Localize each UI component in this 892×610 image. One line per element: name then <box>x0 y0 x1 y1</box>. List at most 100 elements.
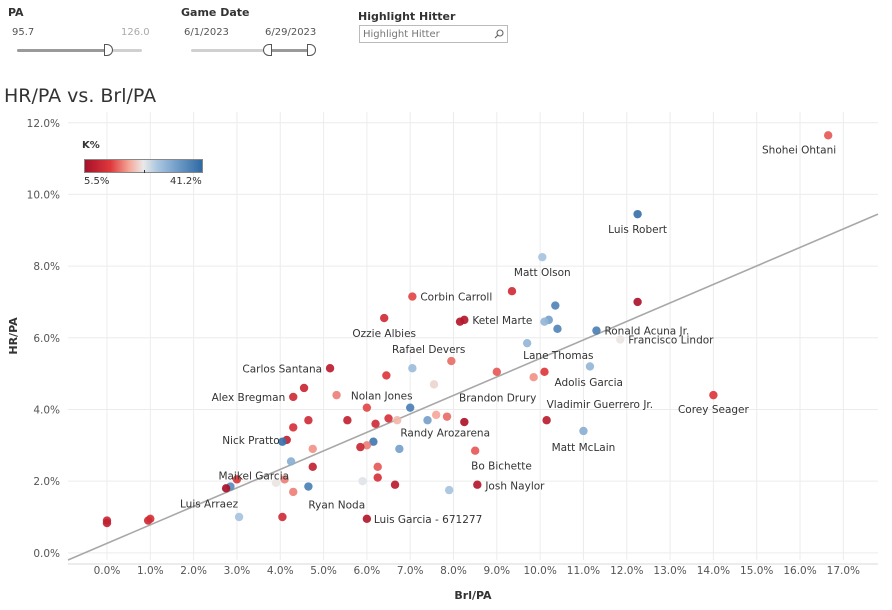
y-tick-label: 6.0% <box>33 333 60 345</box>
data-point <box>221 484 231 493</box>
legend-min-label: 5.5% <box>84 176 110 187</box>
data-point <box>507 287 517 296</box>
data-point <box>633 297 642 307</box>
point-label: Ozzie Albies <box>352 328 416 340</box>
data-point <box>278 437 287 446</box>
data-point <box>280 475 289 484</box>
point-label: Adolis Garcia <box>554 377 623 389</box>
data-point <box>373 462 382 472</box>
legend-max-label: 41.2% <box>170 176 202 187</box>
point-label: Matt McLain <box>552 442 616 454</box>
data-point <box>143 516 153 525</box>
data-point <box>529 373 538 382</box>
game-date-start-handle[interactable] <box>263 44 272 56</box>
data-point <box>289 423 298 432</box>
data-point <box>289 392 298 402</box>
x-tick-label: 11.0% <box>567 565 600 577</box>
data-point <box>362 403 372 412</box>
data-point <box>455 317 465 326</box>
data-point <box>304 416 313 425</box>
point-label: Corbin Carroll <box>420 292 492 304</box>
point-label: Ryan Noda <box>308 500 365 512</box>
data-point <box>362 514 372 523</box>
x-tick-label: 14.0% <box>697 565 730 577</box>
data-point <box>308 462 317 472</box>
x-tick-label: 6.0% <box>354 565 381 577</box>
data-point <box>492 367 502 377</box>
pa-filter-label: PA <box>8 6 24 19</box>
y-tick-label: 4.0% <box>33 404 60 416</box>
pa-slider-fill <box>17 49 109 52</box>
point-label: Luis Garcia - 671277 <box>374 514 482 526</box>
data-point <box>540 367 549 377</box>
x-tick-label: 8.0% <box>440 565 467 577</box>
data-point <box>553 324 562 334</box>
point-label: Nolan Jones <box>351 391 413 403</box>
data-point <box>392 416 402 425</box>
data-point <box>540 317 549 326</box>
trend-line <box>67 213 879 561</box>
data-point <box>429 380 439 389</box>
point-label: Corey Seager <box>678 404 750 416</box>
data-point <box>395 444 404 454</box>
x-tick-label: 15.0% <box>740 565 773 577</box>
point-label: Luis Arraez <box>180 498 239 510</box>
data-point <box>356 442 365 452</box>
search-icon[interactable] <box>494 29 504 39</box>
data-point <box>522 338 532 348</box>
data-point <box>408 364 417 373</box>
point-label: Vladimir Guerrero Jr. <box>547 399 653 411</box>
data-point <box>343 416 352 425</box>
data-point <box>551 301 560 310</box>
point-label: Nick Pratto <box>222 435 280 447</box>
point-label: Lane Thomas <box>523 350 593 362</box>
data-point <box>304 482 313 491</box>
x-tick-label: 0.0% <box>94 565 121 577</box>
x-tick-label: 2.0% <box>180 565 207 577</box>
chart-title: HR/PA vs. Brl/PA <box>4 85 157 107</box>
x-tick-label: 1.0% <box>137 565 164 577</box>
legend-title: K% <box>82 140 100 151</box>
data-point <box>362 441 372 450</box>
x-tick-label: 9.0% <box>483 565 510 577</box>
k-percent-color-legend <box>84 159 203 173</box>
pa-slider-handle[interactable] <box>104 44 113 56</box>
x-tick-label: 7.0% <box>397 565 424 577</box>
game-date-filter-label: Game Date <box>181 6 250 19</box>
x-tick-label: 4.0% <box>267 565 294 577</box>
point-label: Alex Bregman <box>212 392 286 404</box>
game-date-start: 6/1/2023 <box>184 27 229 38</box>
point-label: Francisco Lindor <box>628 335 714 347</box>
data-point <box>444 485 454 495</box>
data-point <box>286 457 296 466</box>
point-label: Luis Robert <box>608 224 667 236</box>
data-point <box>408 292 417 301</box>
x-tick-label: 5.0% <box>310 565 337 577</box>
point-label: Ronald Acuna Jr. <box>604 326 689 338</box>
game-date-slider-fill <box>268 49 312 52</box>
point-label: Randy Arozarena <box>400 428 490 440</box>
game-date-end: 6/29/2023 <box>265 27 317 38</box>
x-tick-label: 3.0% <box>224 565 251 577</box>
data-point <box>460 417 469 427</box>
highlight-hitter-input[interactable] <box>360 26 491 42</box>
data-point <box>616 335 625 344</box>
game-date-slider-track[interactable] <box>191 49 312 52</box>
point-label: Bo Bichette <box>471 461 532 473</box>
data-point <box>423 416 432 425</box>
x-tick-label: 17.0% <box>827 565 860 577</box>
data-point <box>271 478 281 488</box>
data-point <box>289 487 298 497</box>
point-label: Matt Olson <box>514 267 571 279</box>
data-point <box>332 390 341 400</box>
highlight-hitter-box[interactable] <box>359 25 508 43</box>
highlight-hitter-label: Highlight Hitter <box>358 10 456 23</box>
data-point <box>325 364 335 373</box>
y-tick-label: 12.0% <box>27 118 60 130</box>
y-tick-label: 8.0% <box>33 261 60 273</box>
game-date-end-handle[interactable] <box>307 44 316 56</box>
data-point <box>542 416 551 425</box>
x-tick-label: 16.0% <box>783 565 816 577</box>
data-point <box>709 390 718 400</box>
y-tick-label: 2.0% <box>33 476 60 488</box>
